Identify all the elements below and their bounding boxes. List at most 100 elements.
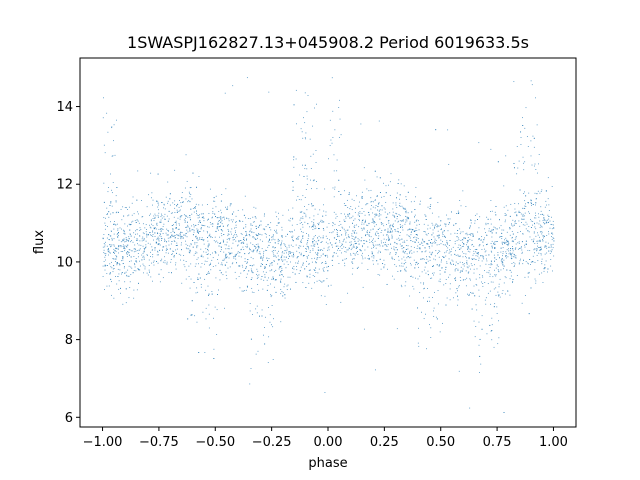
data-point	[526, 223, 528, 225]
data-point	[413, 200, 415, 202]
data-point	[322, 253, 324, 255]
data-point	[368, 223, 370, 225]
data-point	[490, 250, 492, 252]
data-point	[107, 213, 108, 215]
data-point	[145, 244, 147, 246]
data-point	[122, 257, 124, 259]
data-point	[491, 236, 493, 238]
data-point	[342, 259, 344, 261]
data-point	[207, 240, 209, 242]
data-point	[535, 282, 537, 284]
data-point	[343, 246, 345, 248]
data-point	[363, 228, 365, 230]
data-point	[462, 264, 464, 266]
data-point	[400, 225, 402, 227]
data-point	[374, 234, 376, 236]
data-point	[376, 260, 378, 262]
data-point	[429, 208, 431, 210]
data-point	[363, 223, 365, 225]
data-point	[256, 234, 257, 236]
data-point	[263, 252, 265, 254]
data-point	[176, 248, 178, 250]
data-point	[127, 225, 128, 227]
data-point	[288, 255, 290, 257]
data-point	[287, 264, 289, 265]
data-point	[448, 258, 450, 260]
data-point	[227, 229, 229, 231]
data-point	[333, 170, 335, 172]
data-point	[546, 247, 548, 249]
data-point	[199, 238, 200, 240]
data-point	[409, 221, 411, 223]
data-point	[250, 338, 252, 340]
data-point	[197, 231, 199, 233]
data-point	[206, 254, 208, 255]
data-point	[217, 259, 219, 260]
data-point	[370, 229, 372, 231]
data-point	[232, 256, 234, 258]
data-point	[509, 252, 511, 254]
data-point	[261, 315, 263, 317]
data-point	[345, 251, 347, 253]
data-point	[250, 223, 252, 225]
data-point	[331, 244, 333, 246]
data-point	[261, 234, 263, 236]
data-point	[217, 294, 218, 295]
data-point	[514, 208, 516, 210]
data-point	[476, 213, 478, 215]
data-point	[273, 254, 275, 256]
data-point	[484, 248, 486, 250]
data-point	[405, 199, 407, 200]
data-point	[264, 274, 266, 276]
data-point	[496, 241, 498, 242]
data-point	[196, 210, 197, 212]
data-point	[400, 265, 402, 267]
data-point	[133, 232, 135, 234]
data-point	[499, 236, 500, 238]
data-point	[300, 128, 302, 130]
data-point	[214, 200, 216, 202]
data-point	[292, 186, 294, 188]
data-point	[339, 221, 341, 222]
data-point	[495, 259, 497, 260]
data-point	[457, 299, 459, 301]
data-point	[493, 244, 495, 245]
data-point	[520, 144, 522, 145]
data-point	[393, 278, 395, 280]
data-point	[306, 183, 308, 185]
data-point	[356, 251, 358, 252]
data-point	[126, 246, 127, 247]
data-point	[520, 246, 522, 248]
data-point	[205, 289, 207, 291]
data-point	[142, 263, 144, 265]
data-point	[165, 252, 167, 254]
data-point	[378, 215, 380, 217]
data-point	[443, 257, 445, 258]
data-point	[365, 219, 366, 221]
data-point	[173, 216, 175, 218]
data-point	[509, 227, 511, 228]
data-point	[353, 258, 355, 260]
data-point	[232, 242, 234, 244]
data-point	[526, 243, 527, 245]
data-point	[290, 217, 292, 219]
data-point	[503, 259, 505, 261]
data-point	[495, 287, 497, 289]
data-point	[489, 290, 491, 292]
data-point	[293, 159, 295, 161]
data-point	[452, 260, 454, 262]
data-point	[201, 256, 203, 258]
data-point	[497, 343, 499, 345]
data-point	[124, 207, 126, 208]
data-point	[239, 220, 241, 222]
data-point	[116, 223, 118, 225]
data-point	[530, 199, 532, 201]
data-point	[319, 257, 321, 258]
data-point	[214, 213, 216, 215]
data-point	[363, 243, 365, 245]
data-point	[302, 264, 304, 266]
data-point	[504, 215, 506, 216]
data-point	[165, 245, 167, 247]
data-point	[313, 219, 315, 221]
data-point	[173, 224, 175, 226]
